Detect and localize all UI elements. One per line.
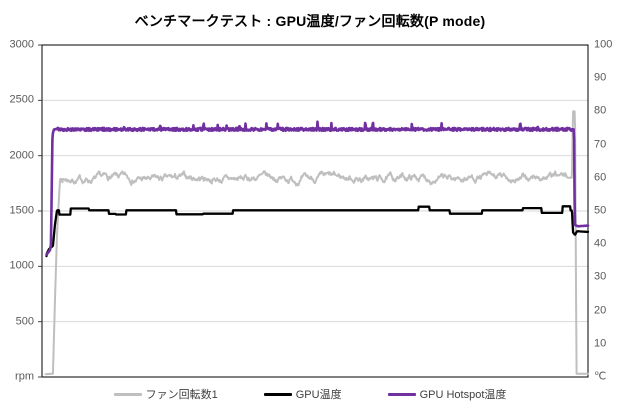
right-axis-tick-unit: ℃ bbox=[594, 370, 607, 383]
chart-title: ベンチマークテスト : GPU温度/ファン回転数(P mode) bbox=[134, 13, 486, 29]
right-axis-tick-50: 50 bbox=[594, 204, 607, 217]
right-axis-tick-30: 30 bbox=[594, 270, 607, 283]
right-axis-tick-90: 90 bbox=[594, 71, 607, 84]
legend-label-gpu-hotspot-temp: GPU Hotspot温度 bbox=[419, 389, 507, 401]
series-line-fan-speed bbox=[44, 110, 589, 376]
legend-item-gpu-hotspot-temp: GPU Hotspot温度 bbox=[387, 386, 507, 402]
series-line-gpu-temp bbox=[45, 205, 590, 258]
right-axis-tick-20: 20 bbox=[594, 304, 607, 317]
right-axis-tick-10: 10 bbox=[594, 337, 607, 350]
right-axis-tick-40: 40 bbox=[594, 237, 607, 250]
legend-item-gpu-temp: GPU温度 bbox=[263, 386, 342, 402]
right-axis-tick-labels: 100 90 80 70 60 50 40 30 20 10 ℃ bbox=[594, 0, 620, 410]
right-axis-tick-80: 80 bbox=[594, 104, 607, 117]
fan-speed-line-swatch bbox=[113, 392, 142, 396]
legend-label-gpu-temp: GPU温度 bbox=[295, 389, 342, 401]
left-axis-tick-labels: 3000 2500 2000 1500 1000 500 rpm bbox=[0, 0, 36, 410]
legend-item-fan-speed: ファン回転数1 bbox=[113, 386, 218, 402]
left-axis-tick-1000: 1000 bbox=[9, 259, 34, 272]
right-axis-tick-60: 60 bbox=[594, 171, 607, 184]
right-axis-tick-100: 100 bbox=[594, 38, 613, 51]
left-axis-tick-2000: 2000 bbox=[9, 149, 34, 162]
series-line-gpu-hotspot-temp bbox=[45, 120, 590, 256]
right-axis-tick-70: 70 bbox=[594, 138, 607, 151]
chart-legend: ファン回転数1 GPU温度 GPU Hotspot温度 bbox=[0, 386, 620, 402]
left-axis-tick-1500: 1500 bbox=[9, 204, 34, 217]
left-axis-tick-500: 500 bbox=[15, 315, 34, 328]
left-axis-tick-2500: 2500 bbox=[9, 93, 34, 106]
left-axis-tick-3000: 3000 bbox=[9, 38, 34, 51]
gpu-hotspot-temp-line-swatch bbox=[387, 392, 416, 396]
gpu-temp-line-swatch bbox=[263, 392, 292, 396]
legend-label-fan-speed: ファン回転数1 bbox=[145, 389, 218, 401]
left-axis-tick-unit: rpm bbox=[15, 370, 34, 383]
